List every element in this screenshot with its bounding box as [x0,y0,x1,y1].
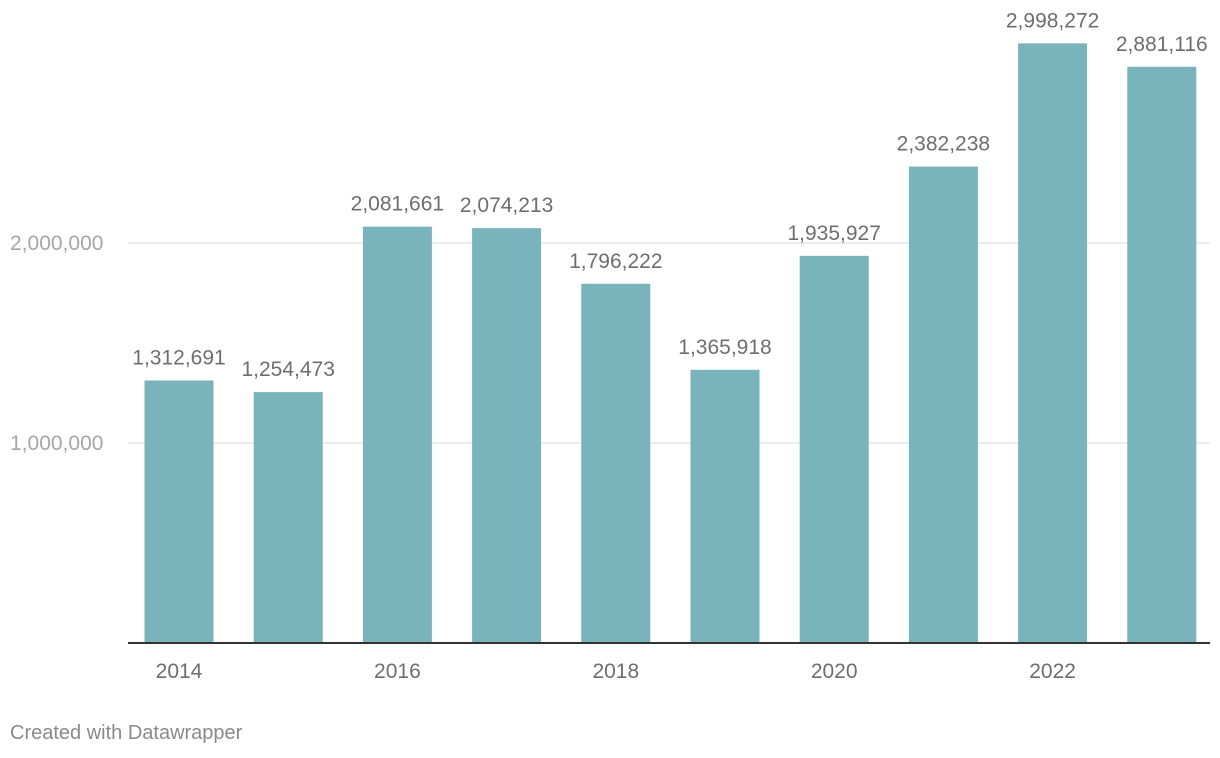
bar-value-label: 2,081,661 [351,193,444,216]
x-tick-label: 2016 [374,660,421,683]
bar [1127,66,1197,644]
bar-value-label: 1,254,473 [241,358,334,381]
bar-value-label: 1,365,918 [678,336,771,359]
bars [144,43,1197,644]
bar [690,369,760,643]
bar-value-labels: 1,312,691 1,254,473 2,081,661 2,074,213 1,79… [132,9,1207,381]
x-tick-label: 2020 [811,660,858,683]
bar [253,392,323,643]
bar-value-label: 2,382,238 [897,133,990,156]
bar-chart: 1,000,000 2,000,000 1,312,691 1,254,473 2,0… [10,9,1210,683]
y-tick-label: 1,000,000 [10,432,103,455]
bar [799,255,869,643]
bar [581,283,651,643]
x-tick-label: 2014 [156,660,203,683]
x-tick-label: 2022 [1029,660,1076,683]
y-tick-label: 2,000,000 [10,232,103,255]
bar-value-label: 2,074,213 [460,194,553,217]
bar [144,380,214,643]
x-axis-tick-labels: 2014 2016 2018 2020 2022 [156,660,1076,683]
bar-value-label: 1,796,222 [569,250,662,273]
x-tick-label: 2018 [592,660,639,683]
bar [472,228,542,643]
bar [908,166,978,643]
footer-credit: Created with Datawrapper [10,722,243,744]
bar-value-label: 2,998,272 [1006,9,1099,32]
bar-value-label: 1,935,927 [787,222,880,245]
bar [1018,43,1088,644]
bar-value-label: 2,881,116 [1116,33,1208,56]
bar-value-label: 1,312,691 [132,346,225,369]
bar [362,226,432,644]
y-axis-tick-labels: 1,000,000 2,000,000 [10,232,103,455]
